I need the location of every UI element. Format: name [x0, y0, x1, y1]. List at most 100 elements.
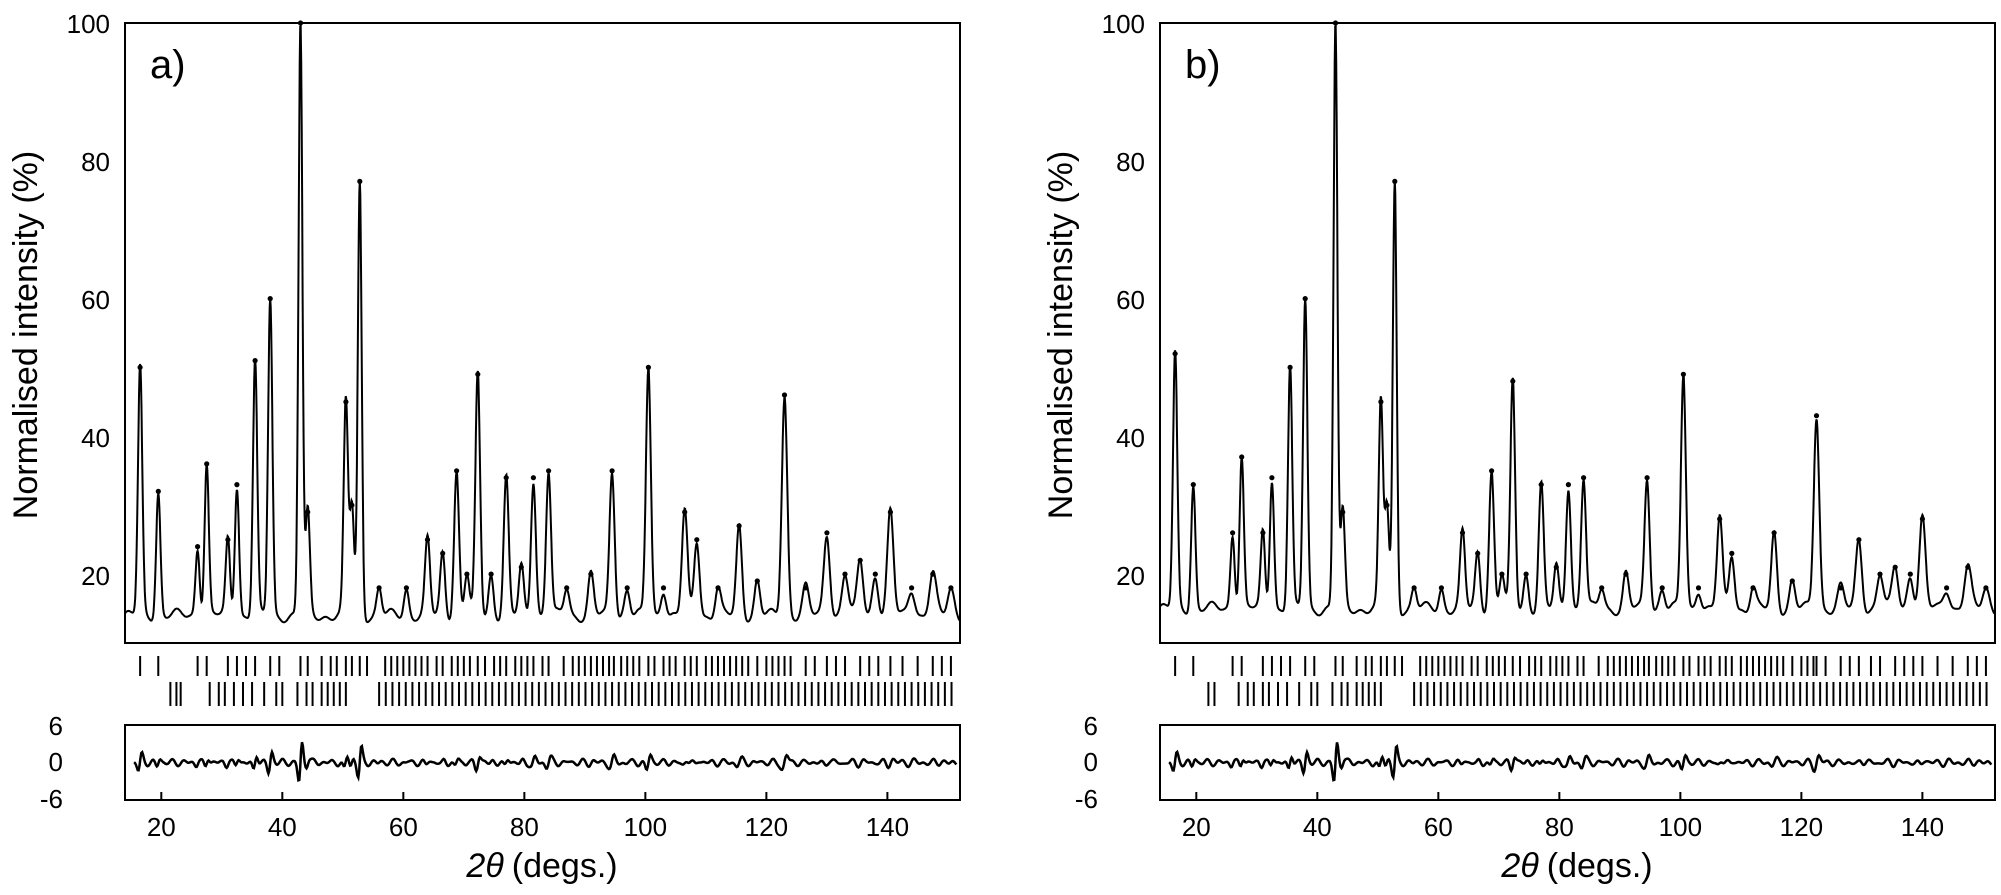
panel-a-x-tick-label-60: 60	[389, 812, 418, 842]
panel-a-y-tick-label-100: 100	[67, 9, 110, 39]
panel-b-x-tick-label-40: 40	[1303, 812, 1332, 842]
panel-b-peak-44	[1965, 564, 1971, 570]
panel-b-peak-33	[1750, 585, 1756, 591]
panel-b-peak-42	[1919, 516, 1925, 522]
panel-a-main-plot: 20 40 60 80 100 a) Normalised intensity …	[7, 9, 961, 644]
panel-a-x-axis-unit: (degs.)	[512, 847, 618, 885]
panel-a-x-tick-label-100: 100	[624, 812, 667, 842]
panel-b-y-tick-label-100: 100	[1102, 9, 1145, 39]
panel-a-peak-45	[948, 585, 954, 591]
panel-a-peak-32	[694, 537, 700, 543]
panel-b-main-plot: 20 40 60 80 100 b) Normalised intensity …	[1042, 9, 1996, 644]
panel-b-peak-27	[1644, 475, 1650, 481]
panel-b-peak-31	[1717, 516, 1723, 522]
panel-b-peak-8	[1332, 20, 1339, 26]
panel-a-peak-19	[475, 371, 481, 377]
panel-b-peak-17	[1489, 468, 1495, 474]
panel-a-peak-2	[195, 544, 201, 550]
panel-b-y-tick-label-40: 40	[1116, 423, 1145, 453]
panel-a-peak-21	[503, 475, 509, 481]
panel-b-peak-24	[1581, 475, 1587, 481]
panel-a-peak-34	[736, 523, 742, 529]
panel-a-phase2-reflections	[169, 682, 953, 706]
panel-b-peak-0	[1172, 351, 1178, 357]
panel-a-x-tick-label-40: 40	[268, 812, 297, 842]
panel-a-peak-43	[909, 585, 915, 591]
panel-b-diff-tick-0: 0	[1084, 747, 1098, 777]
panel-b-peak-3	[1239, 454, 1245, 460]
panel-a: 20 40 60 80 100 a) Normalised intensity …	[7, 9, 961, 885]
panel-b-peak-18	[1499, 571, 1505, 577]
panel-b-peak-12	[1392, 178, 1398, 184]
panel-b-peak-7	[1302, 296, 1308, 302]
panel-b-reflection-ticks	[1174, 656, 1988, 706]
panel-b-peak-19	[1510, 378, 1516, 384]
panel-b-y-tick-label-80: 80	[1116, 147, 1145, 177]
panel-a-peak-36	[781, 392, 788, 398]
panel-b-peak-41	[1907, 571, 1913, 577]
panel-b-y-ticks: 20 40 60 80 100	[1102, 9, 1145, 591]
panel-b-difference-curve	[1168, 742, 1993, 782]
panel-a-peak-15	[424, 537, 431, 543]
panel-a-diff-frame	[124, 724, 961, 801]
panel-a-peak-40	[857, 557, 863, 563]
panel-a-x-tick-label-80: 80	[510, 812, 539, 842]
panel-a-peak-24	[546, 468, 552, 474]
panel-b-peak-22	[1553, 564, 1559, 570]
panel-b-peak-15	[1459, 530, 1466, 536]
panel-a-difference-plot: 6 0 -6 20 40 60 80 100 120 140	[40, 711, 961, 842]
panel-a-peak-6	[252, 358, 258, 364]
panel-b-peak-36	[1813, 413, 1820, 419]
panel-a-main-frame	[124, 22, 961, 644]
panel-a-peak-16	[440, 550, 446, 557]
panel-b-peak-5	[1269, 475, 1275, 481]
panel-b-label: b)	[1185, 43, 1221, 87]
panel-b-x-tick-label-20: 20	[1182, 812, 1211, 842]
panel-b-x-tick-label-80: 80	[1545, 812, 1574, 842]
panel-a-peak-44	[930, 571, 936, 577]
panel-a-peak-14	[403, 585, 409, 591]
panel-a-peak-29	[645, 364, 652, 370]
panel-b-diff-tick-6: 6	[1084, 711, 1098, 741]
panel-b-peak-14	[1438, 585, 1444, 591]
panel-a-x-tick-label-120: 120	[745, 812, 788, 842]
panel-b-y-tick-label-60: 60	[1116, 285, 1145, 315]
panel-b-y-tick-label-20: 20	[1116, 561, 1145, 591]
panel-a-peak-42	[887, 509, 894, 515]
panel-b-x-tick-label-140: 140	[1901, 812, 1944, 842]
panel-b-peak-34	[1771, 530, 1777, 536]
panel-b-phase2-reflections	[1207, 682, 1988, 706]
panel-a-peak-39	[842, 571, 848, 577]
panel-b-peak-20	[1523, 571, 1529, 577]
panel-b-peak-10	[1378, 399, 1384, 405]
panel-a-peak-3	[204, 461, 210, 467]
panel-b-peak-37	[1838, 585, 1844, 591]
panel-b-peak-26	[1623, 571, 1629, 577]
panel-a-peak-30	[660, 585, 667, 591]
panel-a-peak-8	[297, 20, 304, 26]
panel-b-peak-21	[1538, 482, 1544, 488]
panel-b-peak-38	[1856, 537, 1862, 543]
panel-a-peak-38	[824, 530, 830, 536]
panel-b-x-ticks: 20 40 60 80 100 120 140	[1182, 792, 1944, 842]
panel-b-peak-28	[1659, 585, 1665, 591]
panel-a-x-tick-label-140: 140	[866, 812, 909, 842]
panel-a-y-tick-label-40: 40	[81, 423, 110, 453]
panel-b-peak-16	[1475, 550, 1481, 557]
panel-a-peaks	[124, 20, 961, 624]
panel-a-peak-18	[464, 571, 470, 577]
panel-b-x-tick-label-120: 120	[1780, 812, 1823, 842]
panel-b-x-axis-symbol: 2θ	[1500, 847, 1539, 885]
panel-b-y-axis-label: Normalised intensity (%)	[1042, 151, 1080, 519]
panel-b-profile-curve	[1159, 24, 1996, 617]
panel-a-x-ticks: 20 40 60 80 100 120 140	[147, 792, 909, 842]
panel-b-peak-25	[1599, 585, 1605, 591]
panel-a-diff-tick-6: 6	[49, 711, 63, 741]
panel-a-y-tick-label-80: 80	[81, 147, 110, 177]
panel-b-peak-6	[1287, 364, 1293, 370]
panel-a-peak-28	[624, 585, 630, 591]
panel-b-diff-frame	[1159, 724, 1996, 801]
panel-a-peak-1	[155, 488, 161, 494]
panel-b-peak-30	[1695, 585, 1702, 591]
